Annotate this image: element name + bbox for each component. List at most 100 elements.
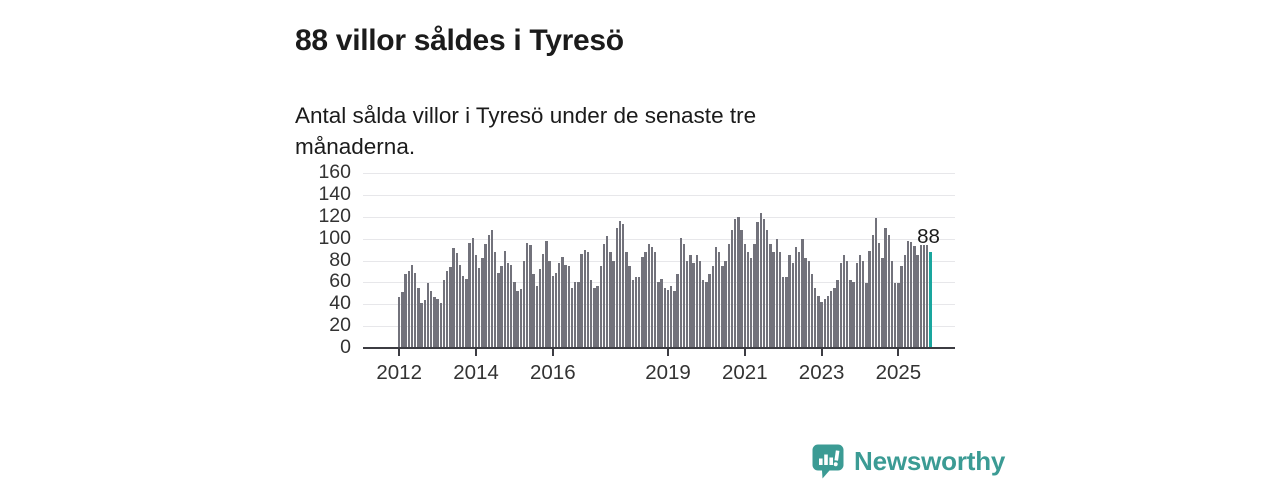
bar — [561, 257, 564, 348]
y-tick-label: 160 — [318, 161, 351, 183]
bar — [564, 264, 567, 348]
bar — [836, 280, 839, 348]
bar — [718, 251, 721, 348]
bar — [417, 287, 420, 348]
bar — [849, 280, 852, 348]
bar — [522, 260, 526, 348]
x-axis-tick — [820, 349, 823, 356]
bar — [529, 245, 532, 348]
bar — [586, 251, 590, 348]
bar — [654, 251, 657, 348]
bar — [644, 251, 647, 348]
bar — [554, 272, 558, 348]
bar-chart: 0 20 40 60 80 100 120 140 160 2012 2014 2016 2019 20… — [318, 161, 955, 384]
bar — [519, 288, 522, 348]
gridline — [363, 173, 955, 174]
bar — [538, 269, 542, 348]
bar — [766, 229, 769, 348]
chart-subtitle: Antal sålda villor i Tyresö under de sen… — [295, 102, 757, 159]
bar — [526, 243, 529, 348]
bar — [497, 272, 500, 348]
bar — [842, 255, 846, 348]
last-value-annotation: 88 — [917, 224, 940, 248]
x-axis-tick — [667, 349, 669, 356]
bar — [612, 260, 615, 348]
bar — [807, 260, 810, 348]
bar — [878, 243, 881, 348]
bar — [510, 264, 513, 348]
bar — [420, 303, 423, 348]
bar — [833, 287, 836, 348]
bar — [762, 218, 766, 348]
bar — [657, 282, 660, 348]
bar — [913, 246, 916, 348]
bar — [686, 260, 689, 348]
bar — [474, 255, 478, 348]
bar — [782, 276, 785, 348]
bar — [759, 213, 762, 348]
bar — [730, 229, 734, 348]
bar — [593, 287, 596, 348]
bar — [481, 258, 484, 348]
bar — [708, 273, 711, 348]
bar — [468, 243, 471, 348]
bar — [817, 295, 820, 348]
bar — [503, 250, 506, 348]
bar — [698, 260, 702, 348]
bar — [516, 291, 519, 348]
bar — [695, 255, 698, 348]
bar — [692, 262, 695, 348]
x-tick-label: 2019 — [645, 361, 691, 384]
y-tick-label: 0 — [340, 336, 351, 358]
bar — [471, 237, 474, 348]
bar-highlighted — [929, 251, 932, 348]
bar — [609, 251, 612, 348]
bar — [679, 237, 682, 348]
bar — [881, 258, 884, 348]
bar — [887, 235, 890, 348]
bar — [577, 282, 580, 348]
bar — [449, 267, 452, 348]
y-tick-label: 80 — [329, 248, 351, 271]
bar — [458, 264, 462, 348]
bar — [404, 273, 407, 348]
bar — [602, 244, 606, 348]
bar — [791, 262, 794, 348]
bar — [551, 275, 554, 348]
bar — [500, 265, 503, 348]
bar — [772, 251, 775, 348]
bar — [676, 273, 679, 348]
bar — [737, 216, 740, 348]
bar — [436, 298, 439, 348]
bar — [714, 247, 718, 348]
bar — [638, 276, 641, 348]
bar — [494, 251, 497, 348]
bar — [702, 280, 705, 348]
y-tick-label: 60 — [329, 270, 351, 293]
bar — [478, 268, 481, 348]
bar — [666, 290, 670, 348]
newsworthy-wordmark: Newsworthy — [854, 445, 1006, 476]
x-axis-tick — [398, 349, 401, 356]
bar — [926, 245, 929, 348]
gridline — [363, 238, 955, 240]
bar — [622, 224, 625, 348]
bar — [750, 258, 753, 348]
bar — [634, 276, 638, 348]
bar — [740, 229, 743, 348]
bar — [682, 244, 686, 348]
bar — [618, 221, 622, 348]
bar — [724, 260, 727, 348]
bar — [484, 244, 487, 348]
bar — [826, 295, 830, 348]
bar — [606, 236, 609, 348]
bar — [820, 302, 823, 348]
bar — [558, 262, 561, 348]
bar — [900, 265, 903, 348]
bar — [398, 296, 401, 348]
bar — [426, 283, 430, 348]
x-axis-tick — [897, 349, 900, 356]
bar — [439, 303, 442, 348]
bar — [890, 260, 894, 348]
bar — [513, 282, 516, 348]
